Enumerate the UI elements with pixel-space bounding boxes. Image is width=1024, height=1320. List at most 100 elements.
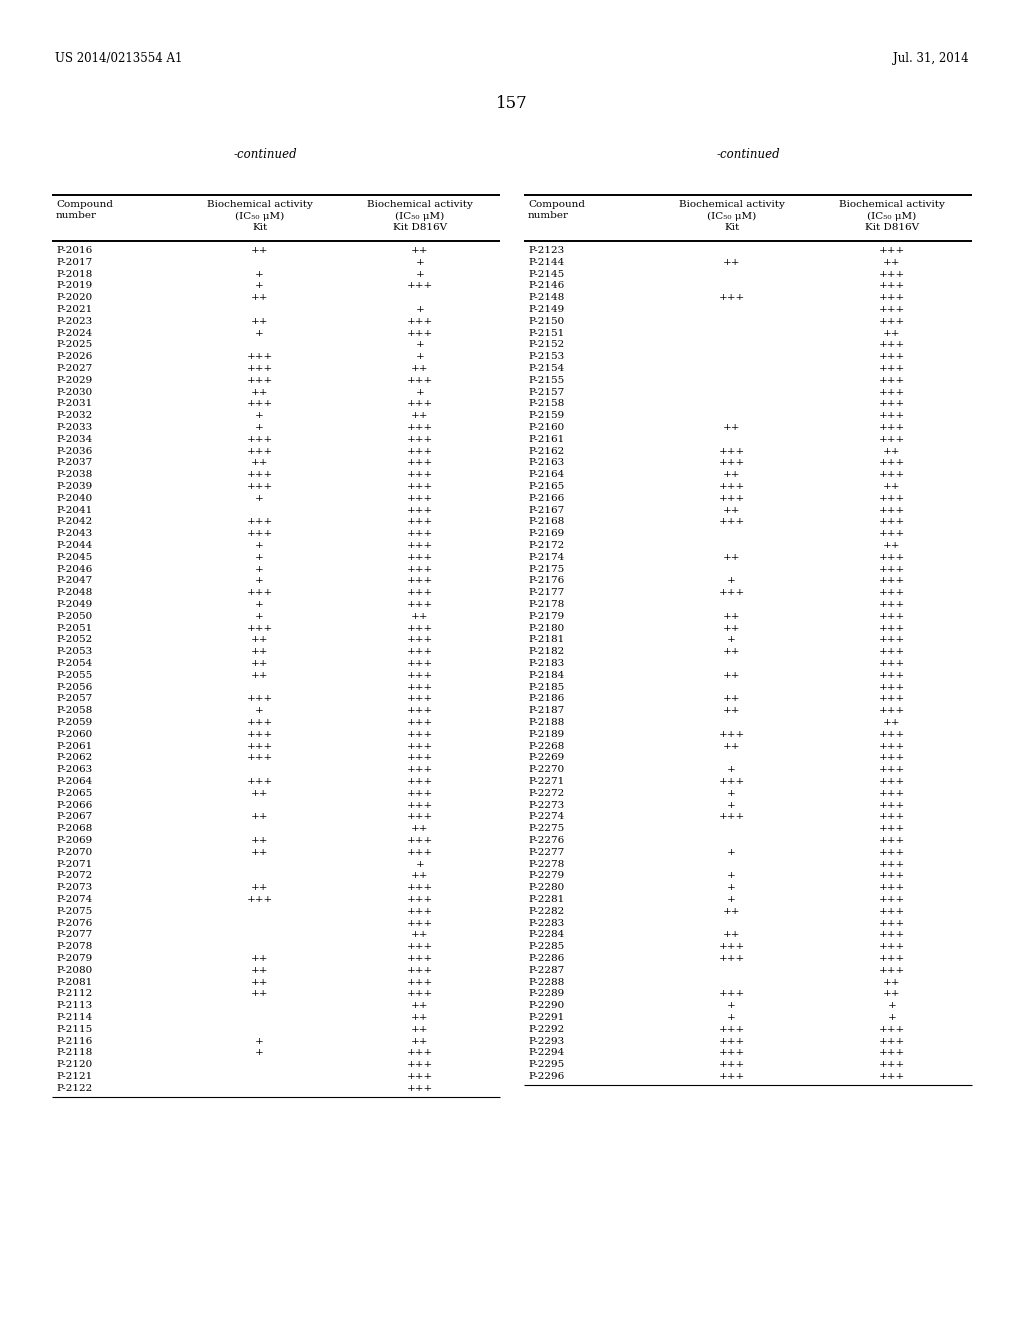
Text: P-2037: P-2037 — [56, 458, 92, 467]
Text: +++: +++ — [247, 517, 272, 527]
Text: +++: +++ — [719, 589, 744, 597]
Text: +++: +++ — [247, 364, 272, 374]
Text: P-2032: P-2032 — [56, 412, 92, 420]
Text: ++: ++ — [723, 931, 740, 940]
Text: ++: ++ — [251, 966, 268, 974]
Text: +++: +++ — [407, 706, 433, 715]
Text: +: + — [416, 859, 424, 869]
Text: P-2029: P-2029 — [56, 376, 92, 385]
Text: +++: +++ — [407, 671, 433, 680]
Text: +++: +++ — [719, 1036, 744, 1045]
Text: +++: +++ — [879, 434, 905, 444]
Text: P-2057: P-2057 — [56, 694, 92, 704]
Text: ++: ++ — [723, 611, 740, 620]
Text: P-2166: P-2166 — [528, 494, 564, 503]
Text: +++: +++ — [879, 1060, 905, 1069]
Text: ++: ++ — [723, 257, 740, 267]
Text: +++: +++ — [719, 458, 744, 467]
Text: +++: +++ — [407, 400, 433, 408]
Text: P-2280: P-2280 — [528, 883, 564, 892]
Text: P-2024: P-2024 — [56, 329, 92, 338]
Text: P-2281: P-2281 — [528, 895, 564, 904]
Text: ++: ++ — [251, 847, 268, 857]
Text: ++: ++ — [411, 871, 429, 880]
Text: +++: +++ — [407, 718, 433, 727]
Text: ++: ++ — [251, 317, 268, 326]
Text: P-2283: P-2283 — [528, 919, 564, 928]
Text: +: + — [255, 611, 264, 620]
Text: P-2019: P-2019 — [56, 281, 92, 290]
Text: +++: +++ — [247, 482, 272, 491]
Text: P-2120: P-2120 — [56, 1060, 92, 1069]
Text: P-2121: P-2121 — [56, 1072, 92, 1081]
Text: +++: +++ — [879, 412, 905, 420]
Text: +++: +++ — [879, 577, 905, 585]
Text: P-2187: P-2187 — [528, 706, 564, 715]
Text: +++: +++ — [879, 671, 905, 680]
Text: +++: +++ — [407, 329, 433, 338]
Text: P-2071: P-2071 — [56, 859, 92, 869]
Text: +++: +++ — [719, 812, 744, 821]
Text: ++: ++ — [251, 635, 268, 644]
Text: +++: +++ — [879, 801, 905, 809]
Text: +: + — [255, 1036, 264, 1045]
Text: +++: +++ — [247, 623, 272, 632]
Text: +++: +++ — [407, 836, 433, 845]
Text: P-2158: P-2158 — [528, 400, 564, 408]
Text: ++: ++ — [723, 694, 740, 704]
Text: P-2076: P-2076 — [56, 919, 92, 928]
Text: P-2148: P-2148 — [528, 293, 564, 302]
Text: P-2144: P-2144 — [528, 257, 564, 267]
Text: +++: +++ — [879, 611, 905, 620]
Text: P-2116: P-2116 — [56, 1036, 92, 1045]
Text: +++: +++ — [879, 565, 905, 574]
Text: P-2047: P-2047 — [56, 577, 92, 585]
Text: +: + — [727, 789, 736, 797]
Text: P-2278: P-2278 — [528, 859, 564, 869]
Text: ++: ++ — [251, 388, 268, 396]
Text: P-2161: P-2161 — [528, 434, 564, 444]
Text: +: + — [255, 1048, 264, 1057]
Text: +: + — [416, 257, 424, 267]
Text: P-2066: P-2066 — [56, 801, 92, 809]
Text: +++: +++ — [247, 352, 272, 362]
Text: +++: +++ — [407, 647, 433, 656]
Text: ++: ++ — [251, 246, 268, 255]
Text: +++: +++ — [879, 400, 905, 408]
Text: ++: ++ — [251, 978, 268, 986]
Text: Biochemical activity
(IC₅₀ μM)
Kit: Biochemical activity (IC₅₀ μM) Kit — [207, 201, 312, 232]
Text: P-2286: P-2286 — [528, 954, 564, 964]
Text: P-2165: P-2165 — [528, 482, 564, 491]
Text: ++: ++ — [883, 257, 900, 267]
Text: P-2038: P-2038 — [56, 470, 92, 479]
Text: +++: +++ — [879, 589, 905, 597]
Text: +++: +++ — [407, 789, 433, 797]
Text: P-2058: P-2058 — [56, 706, 92, 715]
Text: +++: +++ — [407, 541, 433, 550]
Text: P-2293: P-2293 — [528, 1036, 564, 1045]
Text: +: + — [255, 706, 264, 715]
Text: 157: 157 — [496, 95, 528, 112]
Text: P-2034: P-2034 — [56, 434, 92, 444]
Text: P-2039: P-2039 — [56, 482, 92, 491]
Text: ++: ++ — [251, 293, 268, 302]
Text: ++: ++ — [411, 1036, 429, 1045]
Text: +++: +++ — [879, 422, 905, 432]
Text: P-2152: P-2152 — [528, 341, 564, 350]
Text: +++: +++ — [407, 317, 433, 326]
Text: +: + — [416, 305, 424, 314]
Text: +++: +++ — [879, 1036, 905, 1045]
Text: ++: ++ — [883, 446, 900, 455]
Text: P-2072: P-2072 — [56, 871, 92, 880]
Text: Jul. 31, 2014: Jul. 31, 2014 — [893, 51, 969, 65]
Text: P-2115: P-2115 — [56, 1024, 92, 1034]
Text: +++: +++ — [879, 1024, 905, 1034]
Text: +: + — [255, 494, 264, 503]
Text: +: + — [727, 766, 736, 775]
Text: P-2054: P-2054 — [56, 659, 92, 668]
Text: P-2272: P-2272 — [528, 789, 564, 797]
Text: -continued: -continued — [233, 148, 297, 161]
Text: +++: +++ — [407, 494, 433, 503]
Text: P-2059: P-2059 — [56, 718, 92, 727]
Text: +++: +++ — [879, 281, 905, 290]
